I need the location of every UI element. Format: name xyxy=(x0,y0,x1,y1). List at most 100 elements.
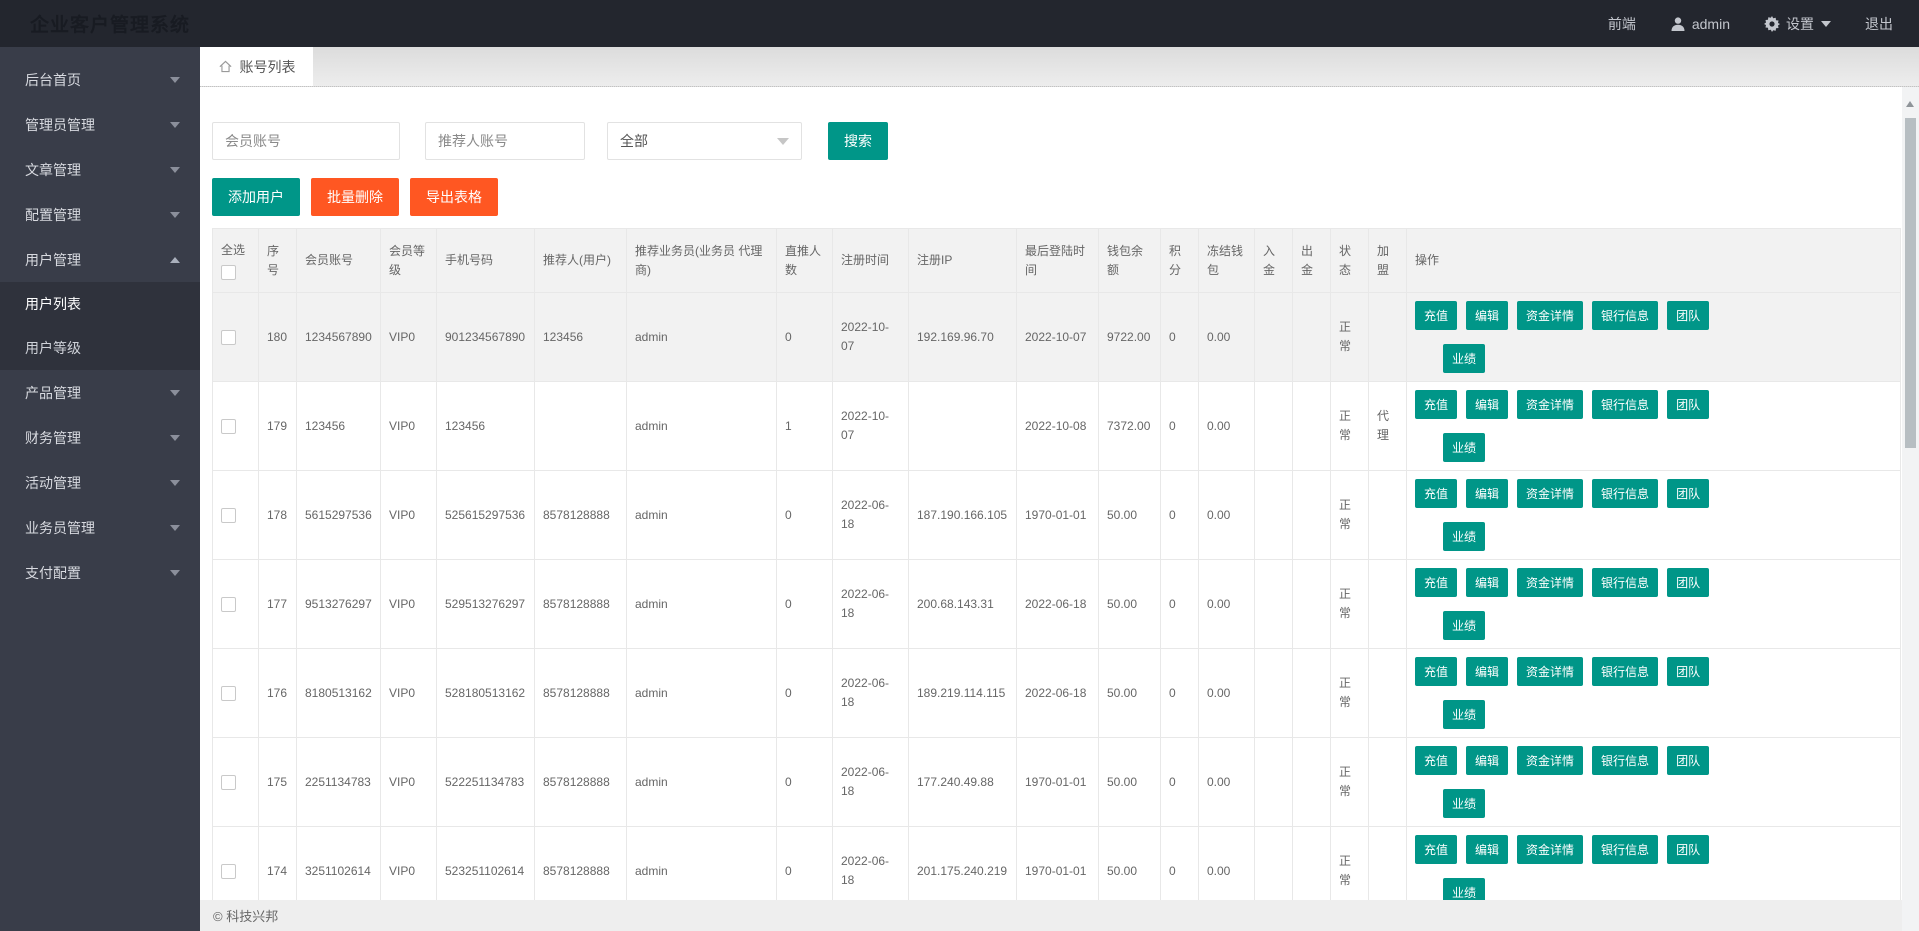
logout-link[interactable]: 退出 xyxy=(1865,14,1893,34)
page-footer: © 科技兴邦 xyxy=(200,900,1919,931)
bank-info-button[interactable]: 银行信息 xyxy=(1592,479,1659,508)
edit-button[interactable]: 编辑 xyxy=(1466,835,1509,864)
bank-info-button[interactable]: 银行信息 xyxy=(1592,746,1659,775)
bank-info-button[interactable]: 银行信息 xyxy=(1592,835,1659,864)
scroll-up-icon[interactable] xyxy=(1906,101,1914,107)
team-button[interactable]: 团队 xyxy=(1667,568,1710,597)
bank-info-button[interactable]: 银行信息 xyxy=(1592,657,1659,686)
recharge-button[interactable]: 充值 xyxy=(1415,390,1458,419)
status-select[interactable]: 全部 xyxy=(607,122,802,160)
row-checkbox[interactable] xyxy=(221,507,236,523)
bank-info-button[interactable]: 银行信息 xyxy=(1592,568,1659,597)
performance-button[interactable]: 业绩 xyxy=(1443,789,1486,818)
funds-detail-button[interactable]: 资金详情 xyxy=(1517,568,1584,597)
cell-reg-ip: 187.190.166.105 xyxy=(908,470,1017,560)
sidebar-item-6[interactable]: 财务管理 xyxy=(0,415,200,460)
performance-button[interactable]: 业绩 xyxy=(1443,611,1486,640)
row-checkbox[interactable] xyxy=(221,685,236,701)
edit-button[interactable]: 编辑 xyxy=(1466,568,1509,597)
funds-detail-button[interactable]: 资金详情 xyxy=(1517,301,1584,330)
sidebar-item-label: 财务管理 xyxy=(25,429,81,446)
performance-button[interactable]: 业绩 xyxy=(1443,344,1486,373)
edit-button[interactable]: 编辑 xyxy=(1466,301,1509,330)
edit-button[interactable]: 编辑 xyxy=(1466,479,1509,508)
add-user-button[interactable]: 添加用户 xyxy=(212,178,300,216)
tab-account-list[interactable]: 账号列表 xyxy=(200,47,313,86)
funds-detail-button[interactable]: 资金详情 xyxy=(1517,657,1584,686)
recharge-button[interactable]: 充值 xyxy=(1415,568,1458,597)
sidebar-subitem-1[interactable]: 用户等级 xyxy=(25,340,81,356)
bank-info-button[interactable]: 银行信息 xyxy=(1592,390,1659,419)
cell-last-login: 2022-06-18 xyxy=(1016,648,1099,738)
edit-button[interactable]: 编辑 xyxy=(1466,657,1509,686)
sidebar-item-2[interactable]: 文章管理 xyxy=(0,147,200,192)
settings-menu[interactable]: 设置 xyxy=(1764,14,1831,34)
sidebar-item-label: 产品管理 xyxy=(25,384,81,401)
copyright-text: © 科技兴邦 xyxy=(213,909,279,924)
recharge-button[interactable]: 充值 xyxy=(1415,657,1458,686)
team-button[interactable]: 团队 xyxy=(1667,746,1710,775)
sidebar-item-0[interactable]: 后台首页 xyxy=(0,57,200,102)
select-all-checkbox[interactable] xyxy=(221,265,236,280)
home-icon xyxy=(218,60,232,73)
bank-info-button[interactable]: 银行信息 xyxy=(1592,301,1659,330)
team-button[interactable]: 团队 xyxy=(1667,301,1710,330)
cell-reg-ip: 177.240.49.88 xyxy=(908,737,1017,827)
cell-reg-time: 2022-06-18 xyxy=(832,559,909,649)
sidebar-item-label: 管理员管理 xyxy=(25,116,95,133)
referrer-account-input[interactable] xyxy=(425,122,585,160)
funds-detail-button[interactable]: 资金详情 xyxy=(1517,746,1584,775)
sidebar-item-1[interactable]: 管理员管理 xyxy=(0,102,200,147)
row-checkbox[interactable] xyxy=(221,596,236,612)
cell-balance: 50.00 xyxy=(1098,648,1161,738)
export-table-button[interactable]: 导出表格 xyxy=(410,178,498,216)
performance-button[interactable]: 业绩 xyxy=(1443,878,1486,900)
scrollbar-thumb[interactable] xyxy=(1905,118,1916,448)
row-checkbox[interactable] xyxy=(221,863,236,879)
cell-points: 0 xyxy=(1160,648,1199,738)
recharge-button[interactable]: 充值 xyxy=(1415,301,1458,330)
batch-delete-button[interactable]: 批量删除 xyxy=(311,178,399,216)
cell-phone: 529513276297 xyxy=(436,559,535,649)
performance-button[interactable]: 业绩 xyxy=(1443,433,1486,462)
sidebar-item-5[interactable]: 产品管理 xyxy=(0,370,200,415)
row-checkbox[interactable] xyxy=(221,418,236,434)
row-actions: 充值 编辑 资金详情 银行信息 团队业绩 xyxy=(1415,301,1892,373)
vertical-scrollbar[interactable] xyxy=(1902,87,1919,931)
cell-reg-ip: 201.175.240.219 xyxy=(908,826,1017,900)
sidebar-item-4[interactable]: 用户管理 xyxy=(0,237,200,282)
gear-icon xyxy=(1764,15,1780,32)
sidebar-item-8[interactable]: 业务员管理 xyxy=(0,505,200,550)
cell-reg-time: 2022-06-18 xyxy=(832,826,909,900)
performance-button[interactable]: 业绩 xyxy=(1443,522,1486,551)
recharge-button[interactable]: 充值 xyxy=(1415,479,1458,508)
search-button[interactable]: 搜索 xyxy=(828,122,888,160)
recharge-button[interactable]: 充值 xyxy=(1415,835,1458,864)
funds-detail-button[interactable]: 资金详情 xyxy=(1517,835,1584,864)
funds-detail-button[interactable]: 资金详情 xyxy=(1517,390,1584,419)
recharge-button[interactable]: 充值 xyxy=(1415,746,1458,775)
team-button[interactable]: 团队 xyxy=(1667,479,1710,508)
row-checkbox[interactable] xyxy=(221,774,236,790)
table-row: 180 1234567890 VIP0 901234567890 123456 admin… xyxy=(212,292,1901,382)
sidebar-item-3[interactable]: 配置管理 xyxy=(0,192,200,237)
frontend-link[interactable]: 前端 xyxy=(1608,14,1636,34)
row-checkbox[interactable] xyxy=(221,329,236,345)
member-account-input[interactable] xyxy=(212,122,400,160)
sidebar-subitem-0[interactable]: 用户列表 xyxy=(25,296,81,312)
sidebar-item-9[interactable]: 支付配置 xyxy=(0,550,200,595)
team-button[interactable]: 团队 xyxy=(1667,835,1710,864)
team-button[interactable]: 团队 xyxy=(1667,657,1710,686)
performance-button[interactable]: 业绩 xyxy=(1443,700,1486,729)
sidebar-submenu: 用户列表 用户等级 xyxy=(0,282,200,370)
user-menu[interactable]: admin xyxy=(1670,16,1730,32)
edit-button[interactable]: 编辑 xyxy=(1466,746,1509,775)
funds-detail-button[interactable]: 资金详情 xyxy=(1517,479,1584,508)
edit-button[interactable]: 编辑 xyxy=(1466,390,1509,419)
cell-reg-time: 2022-10-07 xyxy=(832,292,909,382)
cell-deposit xyxy=(1254,559,1293,649)
sidebar-item-label: 业务员管理 xyxy=(25,519,95,536)
sidebar-item-7[interactable]: 活动管理 xyxy=(0,460,200,505)
team-button[interactable]: 团队 xyxy=(1667,390,1710,419)
table-row: 179 123456 VIP0 123456 admin 1 2022-10-07 2022-… xyxy=(212,381,1901,471)
